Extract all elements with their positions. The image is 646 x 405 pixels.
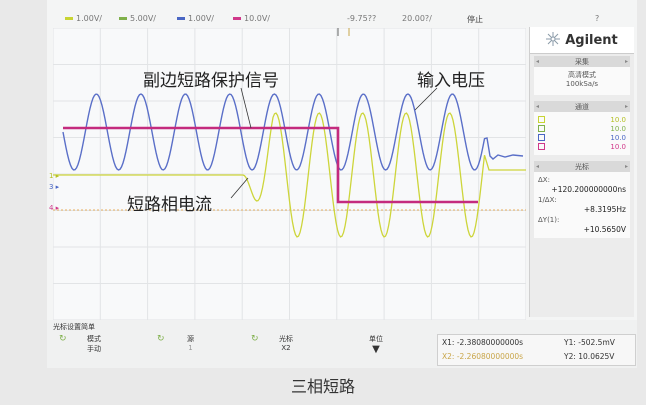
rotate-icon: ↻ — [251, 334, 259, 344]
annotation-secondary-protection: 副边短路保护信号 — [143, 71, 279, 91]
ch3-scale[interactable]: 1.00V/ — [177, 14, 214, 23]
dx-value: +120.200000000ns — [551, 185, 626, 194]
inv-dx-label: 1/ΔX: — [538, 196, 557, 204]
softkey-source[interactable]: 源 1 — [187, 335, 194, 352]
ch1-scale[interactable]: 1.00V/ — [65, 14, 102, 23]
right-menu: Agilent ◂ 采集 ▸ 高清模式 100kSa/s ◂ 通道 ▸ 10.0… — [529, 27, 634, 317]
status-bar: 1.00V/ 5.00V/ 1.00V/ 10.0V/ -9.75?? 20.0… — [47, 0, 637, 28]
protection-signal-trace — [63, 126, 478, 204]
ch2-scale[interactable]: 5.00V/ — [119, 14, 156, 23]
callout-line-current — [230, 177, 249, 199]
time-scale[interactable]: 20.00?/ — [402, 14, 432, 23]
agilent-spark-icon — [546, 32, 561, 48]
channel-row-3[interactable]: 10.0 — [538, 134, 626, 142]
readout-x2: X2: -2.26080000000s — [442, 352, 524, 361]
chevron-right-icon: ▸ — [624, 103, 628, 110]
annotation-input-voltage: 输入电压 — [417, 71, 485, 91]
softkey-bar: 光标设置简单 ↻ 模式 手动 ↻ 源 1 ↻ 光标 X2 单位 ▼ X1: -2… — [47, 320, 637, 368]
brand-name: Agilent — [565, 32, 618, 48]
trigger-label: ? — [595, 14, 600, 23]
rotate-icon: ↻ — [59, 334, 67, 344]
oscilloscope-screen: 1.00V/ 5.00V/ 1.00V/ 10.0V/ -9.75?? 20.0… — [47, 0, 637, 368]
softkey-mode[interactable]: 模式 手动 — [87, 335, 101, 353]
acquire-box: 高清模式 100kSa/s — [534, 67, 630, 95]
time-offset[interactable]: -9.75?? — [347, 14, 377, 23]
input-voltage-trace — [62, 93, 524, 171]
channel-row-4[interactable]: 10.0 — [538, 143, 626, 151]
readout-y1: Y1: -502.5mV — [564, 338, 615, 347]
chevron-right-icon: ▸ — [624, 163, 628, 170]
channel-row-2[interactable]: 10.0 — [538, 125, 626, 133]
waveform-area[interactable]: 副边短路保护信号 输入电压 短路相电流 3 ▸ 4 ▸ 1 ▸ — [49, 28, 526, 320]
readout-y2: Y2: 10.0625V — [564, 352, 615, 361]
softkey-cursor[interactable]: 光标 X2 — [279, 335, 293, 352]
acquire-header[interactable]: ◂ 采集 ▸ — [534, 56, 630, 67]
callout-line-protection — [240, 87, 252, 129]
arrow-down-icon: ▼ — [372, 344, 380, 355]
rotate-icon: ↻ — [157, 334, 165, 344]
chevron-left-icon: ◂ — [536, 103, 540, 110]
dy-value: +10.5650V — [583, 225, 626, 234]
ch3-marker[interactable]: 3 ▸ — [49, 183, 60, 191]
short-phase-current-trace — [53, 112, 526, 238]
dy-label: ΔY(1): — [538, 216, 560, 224]
chevron-left-icon: ◂ — [536, 58, 540, 65]
ch4-marker[interactable]: 4 ▸ — [49, 204, 60, 212]
waveform-display — [53, 28, 526, 320]
channels-box: 10.0 10.0 10.0 10.0 — [534, 112, 630, 155]
callout-line-voltage — [414, 87, 438, 111]
ch1-marker[interactable]: 1 ▸ — [49, 172, 60, 180]
run-state[interactable]: 停止 — [467, 15, 483, 24]
cursors-box: ΔX: +120.200000000ns 1/ΔX: +8.3195Hz ΔY(… — [534, 172, 630, 238]
softkey-units[interactable]: 单位 ▼ — [369, 335, 383, 355]
cursor-readout: X1: -2.38080000000s Y1: -502.5mV X2: -2.… — [437, 334, 636, 366]
softkey-menu-title: 光标设置简单 — [53, 323, 95, 331]
ch4-scale[interactable]: 10.0V/ — [233, 14, 270, 23]
dx-label: ΔX: — [538, 176, 550, 184]
channel-row-1[interactable]: 10.0 — [538, 116, 626, 124]
acquire-rate: 100kSa/s — [565, 80, 599, 88]
inv-dx-value: +8.3195Hz — [583, 205, 626, 214]
chevron-right-icon: ▸ — [624, 58, 628, 65]
annotation-short-phase-current: 短路相电流 — [127, 195, 212, 215]
chevron-left-icon: ◂ — [536, 163, 540, 170]
figure-caption: 三相短路 — [290, 377, 355, 396]
cursors-header[interactable]: ◂ 光标 ▸ — [534, 161, 630, 172]
readout-x1: X1: -2.38080000000s — [442, 338, 524, 347]
acquire-mode: 高清模式 — [568, 71, 596, 79]
channels-header[interactable]: ◂ 通道 ▸ — [534, 101, 630, 112]
brand-logo: Agilent — [530, 27, 634, 54]
